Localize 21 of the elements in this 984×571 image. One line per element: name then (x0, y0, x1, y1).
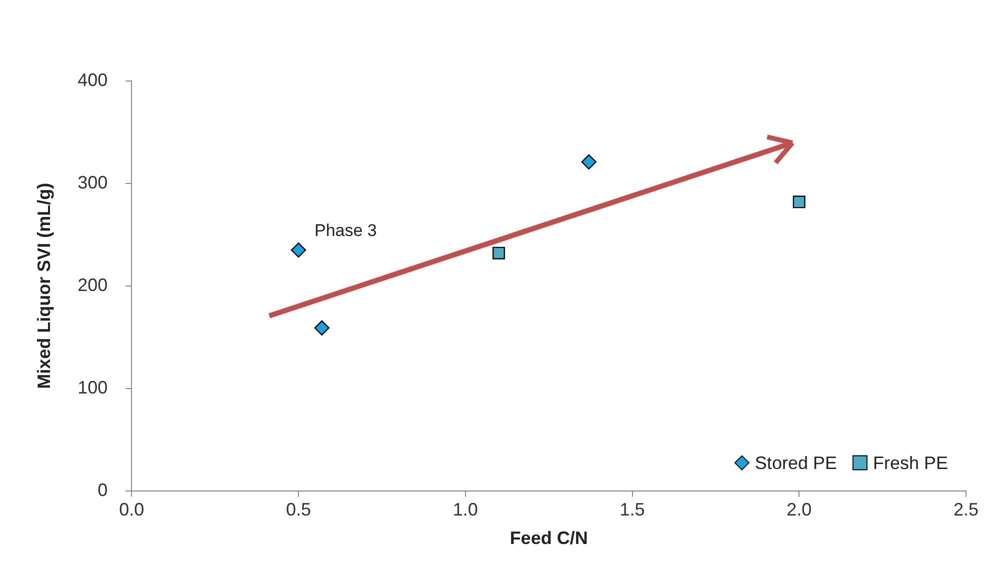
y-tick-label: 300 (78, 172, 108, 192)
x-tick-label: 0.0 (119, 500, 144, 520)
point (492, 246, 506, 260)
point (581, 154, 596, 170)
annotation: Phase 3 (314, 221, 377, 240)
y-axis-title: Mixed Liquor SVI (mL/g) (34, 182, 54, 389)
y-tick-label: 0 (98, 480, 108, 500)
point (290, 242, 306, 258)
x-tick-label: 1.5 (620, 500, 645, 520)
x-tick-label: 1.0 (452, 500, 478, 520)
legend-label: Fresh PE (872, 452, 948, 473)
x-tick-label: 2.5 (953, 500, 979, 520)
x-tick-label: 0.5 (286, 500, 312, 520)
point (314, 320, 330, 336)
y-tick-label: 400 (78, 70, 108, 90)
x-axis-title: Feed C/N (510, 528, 588, 548)
point (792, 196, 806, 208)
legend-label: Stored PE (754, 452, 837, 473)
y-tick-label: 200 (78, 274, 108, 295)
y-tick-label: 100 (78, 377, 108, 398)
x-tick-label: 2.0 (786, 500, 812, 520)
